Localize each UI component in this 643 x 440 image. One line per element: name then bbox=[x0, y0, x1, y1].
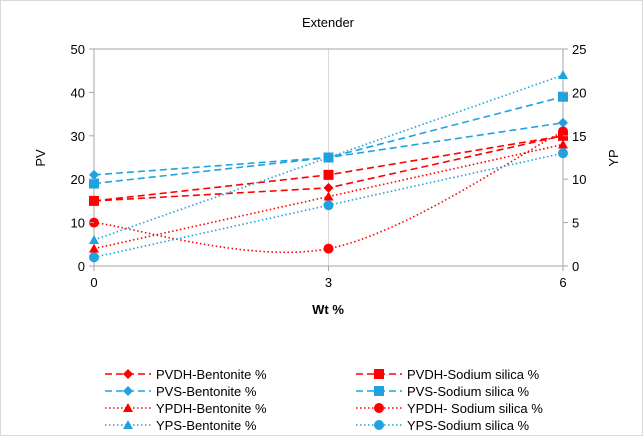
y-right-tick-label: 0 bbox=[572, 259, 579, 274]
legend-item: PVDH-Sodium silica % bbox=[356, 367, 540, 382]
y-left-tick-label: 10 bbox=[71, 216, 85, 231]
data-point bbox=[324, 200, 334, 210]
legend-marker bbox=[123, 420, 133, 429]
legend-marker bbox=[374, 420, 384, 430]
y-left-tick-label: 30 bbox=[71, 129, 85, 144]
data-point bbox=[89, 196, 99, 206]
legend-label: PVDH-Sodium silica % bbox=[407, 367, 540, 382]
legend-marker bbox=[123, 403, 133, 412]
legend-marker bbox=[374, 369, 384, 379]
data-point bbox=[558, 70, 568, 79]
legend-label: PVS-Bentonite % bbox=[156, 384, 257, 399]
chart-title: Extender bbox=[302, 15, 355, 30]
legend-item: YPDH-Bentonite % bbox=[105, 401, 267, 416]
legend-marker bbox=[123, 369, 133, 379]
data-point bbox=[324, 170, 334, 180]
y-left-tick-label: 50 bbox=[71, 42, 85, 57]
y-left-tick-label: 0 bbox=[78, 259, 85, 274]
data-point bbox=[558, 118, 568, 128]
x-tick-label: 6 bbox=[559, 275, 566, 290]
data-point bbox=[558, 148, 568, 158]
legend-item: YPS-Bentonite % bbox=[105, 418, 257, 433]
data-point bbox=[89, 235, 99, 244]
x-tick-label: 3 bbox=[325, 275, 332, 290]
legend-marker bbox=[374, 386, 384, 396]
legend-marker bbox=[374, 403, 384, 413]
data-point bbox=[89, 244, 99, 253]
data-point bbox=[324, 183, 334, 193]
data-point bbox=[558, 92, 568, 102]
legend-label: PVS-Sodium silica % bbox=[407, 384, 530, 399]
y-right-tick-label: 25 bbox=[572, 42, 586, 57]
legend-item: YPS-Sodium silica % bbox=[356, 418, 530, 433]
y-right-tick-label: 15 bbox=[572, 129, 586, 144]
legend-label: YPS-Bentonite % bbox=[156, 418, 257, 433]
legend-label: YPDH- Sodium silica % bbox=[407, 401, 543, 416]
legend-marker bbox=[123, 386, 133, 396]
legend-label: YPS-Sodium silica % bbox=[407, 418, 530, 433]
data-point bbox=[324, 244, 334, 254]
y-left-tick-label: 40 bbox=[71, 85, 85, 100]
legend-item: PVDH-Bentonite % bbox=[105, 367, 267, 382]
x-axis-label: Wt % bbox=[312, 302, 344, 317]
legend: PVDH-Bentonite % PVDH-Sodium silica % PVS-… bbox=[105, 367, 543, 433]
y-right-tick-label: 20 bbox=[572, 85, 586, 100]
y-axis-right-label: YP bbox=[606, 149, 621, 166]
y-right-tick-label: 10 bbox=[572, 172, 586, 187]
y-right-tick-label: 5 bbox=[572, 216, 579, 231]
legend-item: PVS-Bentonite % bbox=[105, 384, 257, 399]
legend-label: YPDH-Bentonite % bbox=[156, 401, 267, 416]
data-point bbox=[89, 170, 99, 180]
legend-item: PVS-Sodium silica % bbox=[356, 384, 530, 399]
legend-label: PVDH-Bentonite % bbox=[156, 367, 267, 382]
x-tick-label: 0 bbox=[90, 275, 97, 290]
legend-item: YPDH- Sodium silica % bbox=[356, 401, 543, 416]
data-point bbox=[558, 126, 568, 136]
data-point bbox=[324, 192, 334, 201]
data-point bbox=[89, 252, 99, 262]
data-point bbox=[558, 139, 568, 148]
y-axis-left-label: PV bbox=[33, 149, 48, 167]
y-left-tick-label: 20 bbox=[71, 172, 85, 187]
data-point bbox=[89, 179, 99, 189]
